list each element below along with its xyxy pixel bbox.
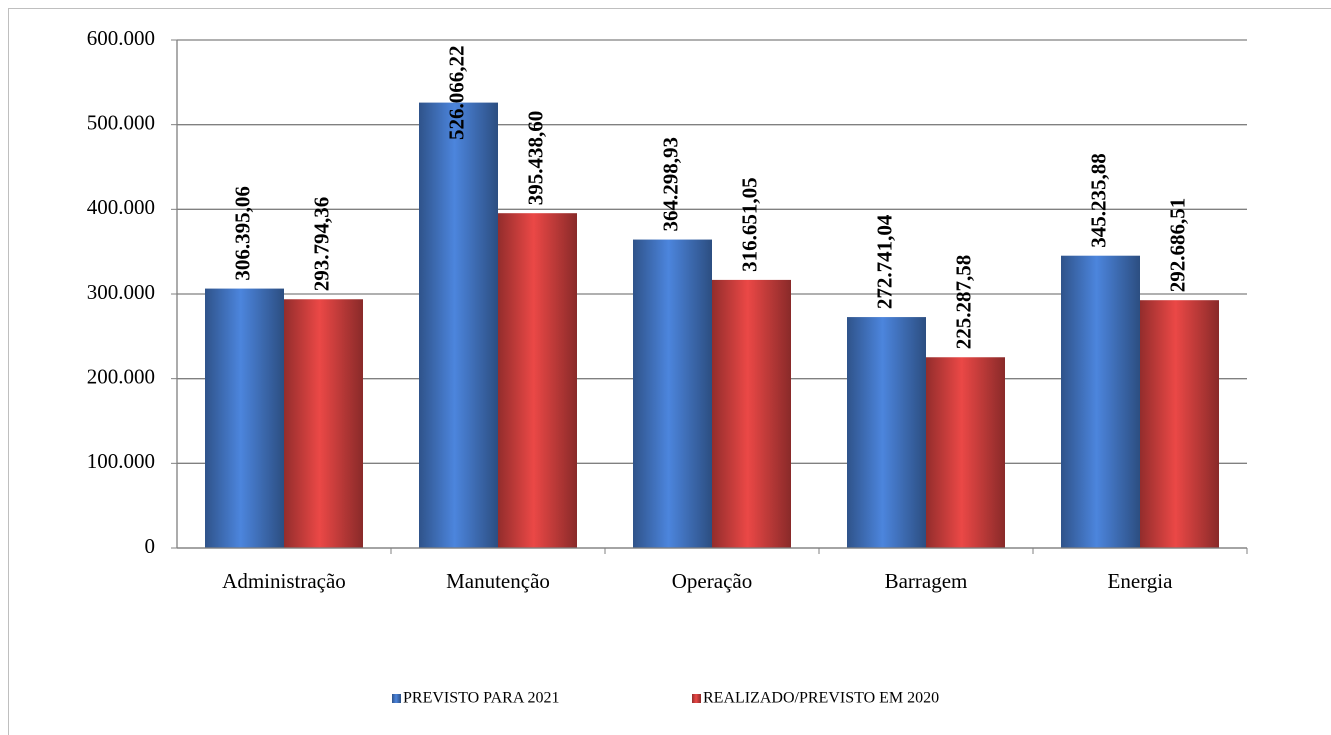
x-tick-label: Energia (1108, 569, 1174, 593)
bar (633, 239, 712, 548)
legend-label: REALIZADO/PREVISTO EM 2020 (703, 690, 939, 707)
y-tick-label: 200.000 (87, 364, 155, 388)
bar (1061, 255, 1140, 548)
legend-swatch (692, 694, 701, 703)
y-tick-label: 600.000 (87, 26, 155, 50)
chart-frame (8, 8, 1331, 735)
y-tick-label: 400.000 (87, 195, 155, 219)
legend-label: PREVISTO PARA 2021 (403, 690, 560, 707)
bar (1140, 300, 1219, 548)
y-tick-label: 300.000 (87, 280, 155, 304)
y-tick-label: 100.000 (87, 449, 155, 473)
data-label: 364.298,93 (658, 137, 682, 232)
bar (926, 357, 1005, 548)
x-tick-label: Operação (672, 569, 752, 593)
data-label: 225.287,58 (951, 255, 975, 350)
bar (419, 102, 498, 549)
bar (498, 213, 577, 548)
data-label: 292.686,51 (1165, 198, 1189, 293)
data-label: 306.395,06 (230, 186, 254, 281)
bar (712, 279, 791, 548)
x-tick-label: Barragem (885, 569, 968, 593)
bar (847, 317, 926, 548)
data-label: 316.651,05 (737, 177, 761, 272)
data-label: 293.794,36 (309, 197, 333, 292)
y-tick-label: 500.000 (87, 110, 155, 134)
bar (205, 288, 284, 548)
data-label: 526.066,22 (444, 46, 468, 141)
y-tick-label: 0 (145, 534, 156, 558)
bar (284, 299, 363, 548)
data-label: 272.741,04 (872, 214, 896, 309)
data-label: 345.235,88 (1086, 153, 1110, 248)
data-label: 395.438,60 (523, 111, 547, 206)
legend-swatch (392, 694, 401, 703)
x-tick-label: Manutenção (446, 569, 550, 593)
x-tick-label: Administração (222, 569, 346, 593)
